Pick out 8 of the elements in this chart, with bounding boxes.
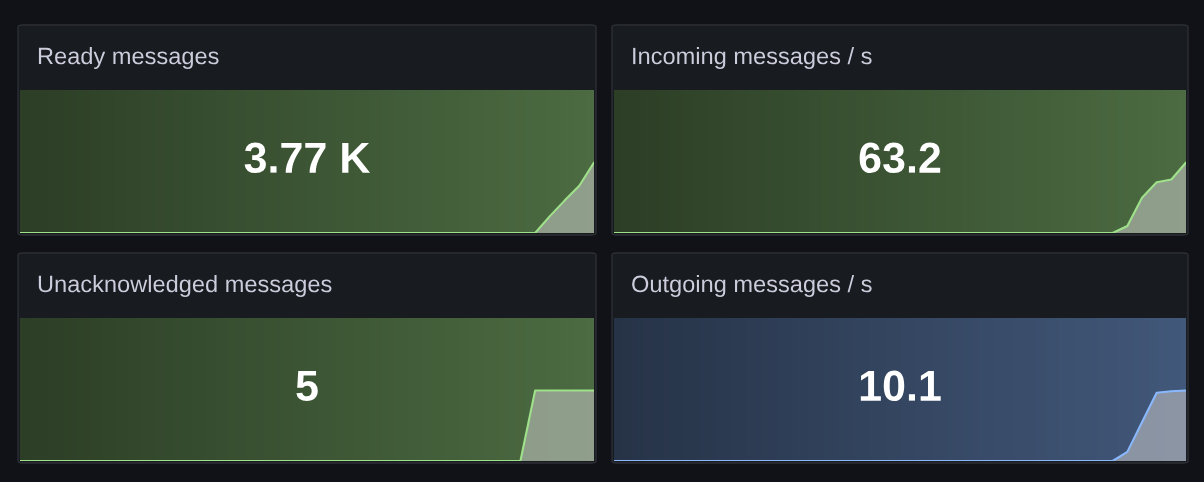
annotation: 10.1 xyxy=(860,370,941,402)
chart-title: Ready messages xyxy=(38,47,219,69)
chart-title: Incoming messages / s xyxy=(633,47,872,69)
annotation: 63.2 xyxy=(859,142,941,174)
annotation: 3.77 K xyxy=(244,142,371,174)
annotation: 5 xyxy=(296,371,318,402)
chart-title: Unacknowledged messages xyxy=(38,275,332,297)
chart-title: Outgoing messages / s xyxy=(632,275,872,297)
